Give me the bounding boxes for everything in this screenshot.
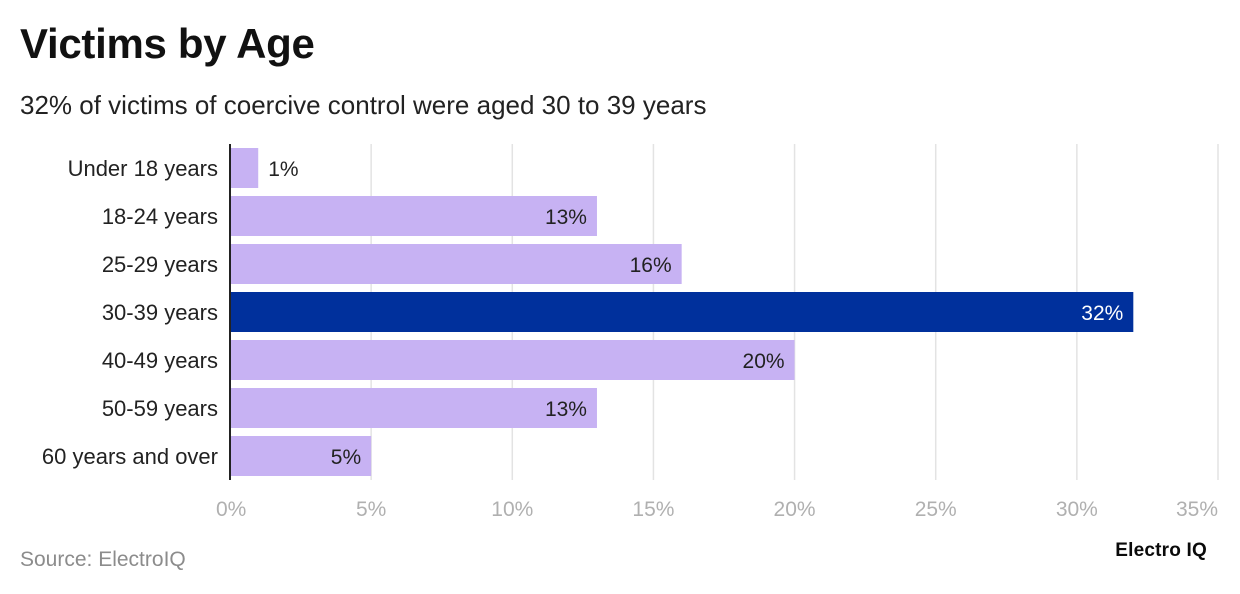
x-tick-label: 30%: [1056, 498, 1098, 521]
category-label: 25-29 years: [102, 252, 218, 277]
source-note: Source: ElectroIQ: [20, 548, 186, 571]
value-label: 13%: [545, 206, 587, 229]
bar: [230, 244, 682, 284]
category-label: 50-59 years: [102, 396, 218, 421]
x-tick-label: 10%: [491, 498, 533, 521]
category-label: Under 18 years: [68, 156, 218, 181]
chart-subtitle: 32% of victims of coercive control were …: [20, 90, 707, 120]
brand-logo: Electro IQ: [1115, 540, 1207, 561]
category-label: 18-24 years: [102, 204, 218, 229]
bar: [230, 148, 259, 188]
value-label: 16%: [630, 254, 672, 277]
bar: [230, 196, 597, 236]
x-tick-label: 0%: [216, 498, 246, 521]
bar: [230, 436, 372, 476]
bar: [230, 388, 597, 428]
x-tick-label: 20%: [774, 498, 816, 521]
category-label: 40-49 years: [102, 348, 218, 373]
value-label: 13%: [545, 398, 587, 421]
value-label: 32%: [1081, 302, 1123, 325]
category-label: 60 years and over: [42, 444, 218, 469]
x-tick-label: 5%: [356, 498, 386, 521]
bar: [230, 292, 1134, 332]
chart-title: Victims by Age: [20, 20, 315, 67]
bar: [230, 340, 795, 380]
value-label: 1%: [268, 158, 298, 181]
category-label: 30-39 years: [102, 300, 218, 325]
x-tick-label: 15%: [632, 498, 674, 521]
value-label: 20%: [743, 350, 785, 373]
x-tick-label: 35%: [1176, 498, 1218, 521]
value-label: 5%: [331, 446, 361, 469]
x-tick-label: 25%: [915, 498, 957, 521]
